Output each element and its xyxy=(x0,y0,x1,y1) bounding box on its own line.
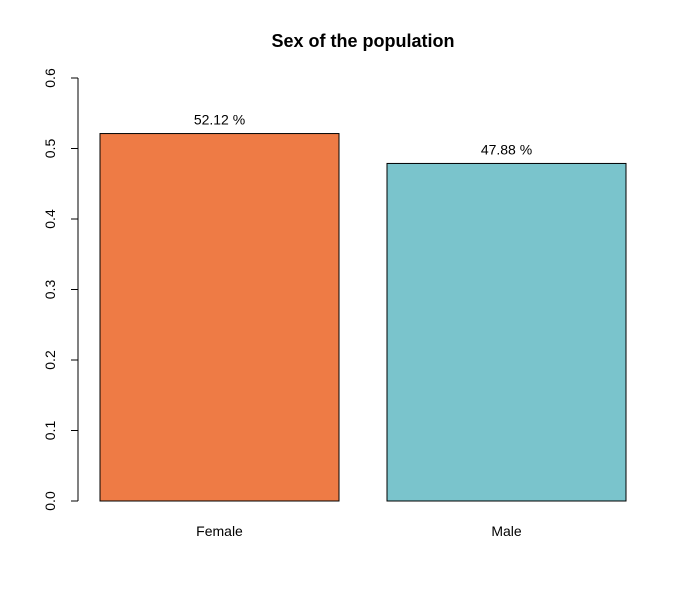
x-tick-label-male: Male xyxy=(491,523,522,539)
bars: 52.12 % Female 47.88 % Male xyxy=(99,112,627,539)
bar-male xyxy=(386,162,627,502)
data-label-female: 52.12 % xyxy=(194,112,245,128)
y-tick-label: 0.3 xyxy=(42,280,58,300)
chart-title: Sex of the population xyxy=(272,31,455,51)
data-label-male: 47.88 % xyxy=(481,141,532,157)
y-axis: 0.0 0.1 0.2 0.3 0.4 0.5 0.6 xyxy=(42,68,79,511)
y-tick-label: 0.0 xyxy=(42,491,58,511)
y-tick-label: 0.5 xyxy=(42,139,58,159)
y-tick-label: 0.1 xyxy=(42,421,58,441)
bar-female xyxy=(99,133,340,502)
y-tick-label: 0.6 xyxy=(42,68,58,88)
x-tick-label-female: Female xyxy=(196,523,243,539)
y-tick-label: 0.2 xyxy=(42,350,58,370)
y-tick-label: 0.4 xyxy=(42,209,58,229)
